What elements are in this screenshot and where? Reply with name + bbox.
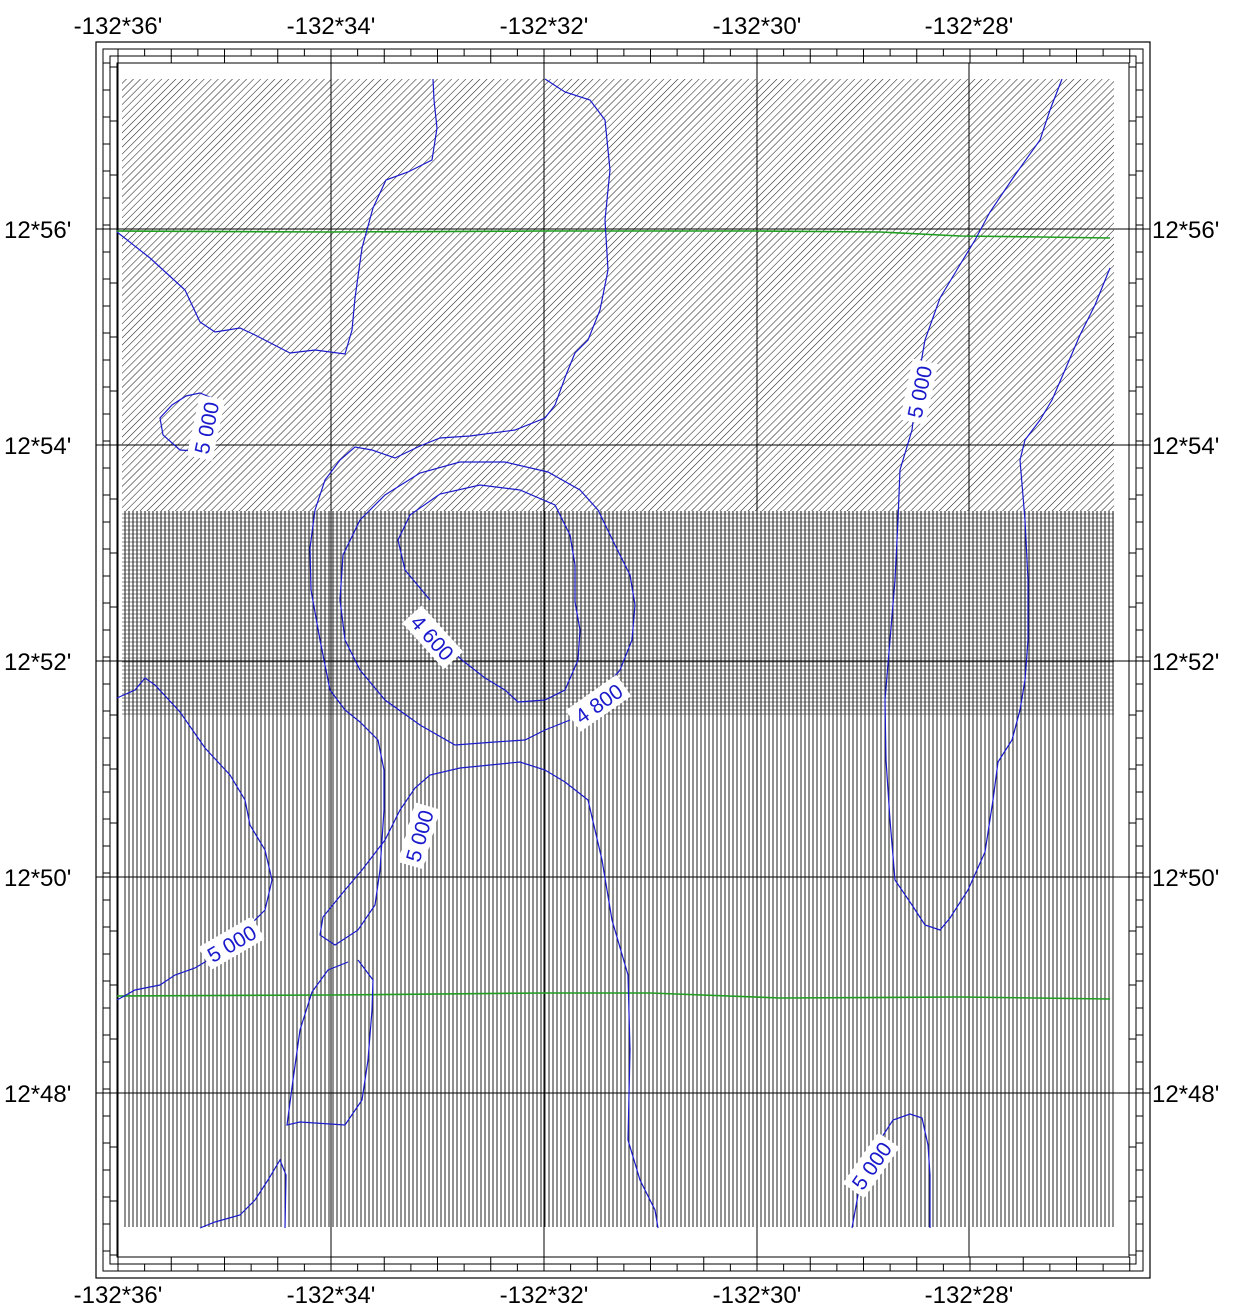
latitude-label-right-0: 12*56' — [1152, 217, 1219, 244]
longitude-label-bottom-0: -132*36' — [74, 1282, 163, 1309]
latitude-label-right-4: 12*48' — [1152, 1081, 1219, 1108]
contour-5000-southwest — [116, 677, 273, 1001]
hatch-zones — [122, 79, 1114, 1227]
track-line-south — [116, 992, 1111, 1000]
contour-5000-east — [884, 78, 1111, 931]
contour-5000-west-loop — [159, 392, 213, 453]
longitude-label-top-3: -132*30' — [713, 13, 802, 40]
longitude-label-bottom-2: -132*32' — [500, 1282, 589, 1309]
zone-diagonal-hatch — [122, 79, 1114, 511]
longitude-label-bottom-1: -132*34' — [287, 1282, 376, 1309]
frame-ticks — [103, 49, 1143, 1271]
latitude-label-left-3: 12*50' — [4, 865, 71, 892]
contour-5000-northwest — [116, 78, 438, 355]
latitude-label-left-4: 12*48' — [4, 1081, 71, 1108]
contour-lines — [116, 78, 1111, 1229]
contour-4600 — [397, 484, 581, 703]
zone-vertical-hatch — [122, 715, 1114, 1227]
latitude-label-left-2: 12*52' — [4, 649, 71, 676]
longitude-label-bottom-4: -132*28' — [925, 1282, 1014, 1309]
latitude-label-left-0: 12*56' — [4, 217, 71, 244]
latitude-label-left-1: 12*54' — [4, 433, 71, 460]
latitude-label-right-3: 12*50' — [1152, 865, 1219, 892]
contour-5000-central — [309, 78, 659, 1229]
contour-5000-bottom — [199, 1158, 287, 1229]
contour-5000-south-left — [286, 959, 374, 1126]
latitude-label-right-1: 12*54' — [1152, 433, 1219, 460]
map-frame — [95, 41, 1151, 1279]
latitude-label-right-2: 12*52' — [1152, 649, 1219, 676]
longitude-label-bottom-3: -132*30' — [713, 1282, 802, 1309]
contour-4800 — [339, 461, 636, 746]
longitude-label-top-1: -132*34' — [287, 13, 376, 40]
longitude-label-top-4: -132*28' — [925, 13, 1014, 40]
longitude-label-top-0: -132*36' — [74, 13, 163, 40]
longitude-label-top-2: -132*32' — [500, 13, 589, 40]
coordinate-labels: -132*36' -132*36' -132*34' -132*34' -132*32'… — [4, 13, 1219, 1309]
